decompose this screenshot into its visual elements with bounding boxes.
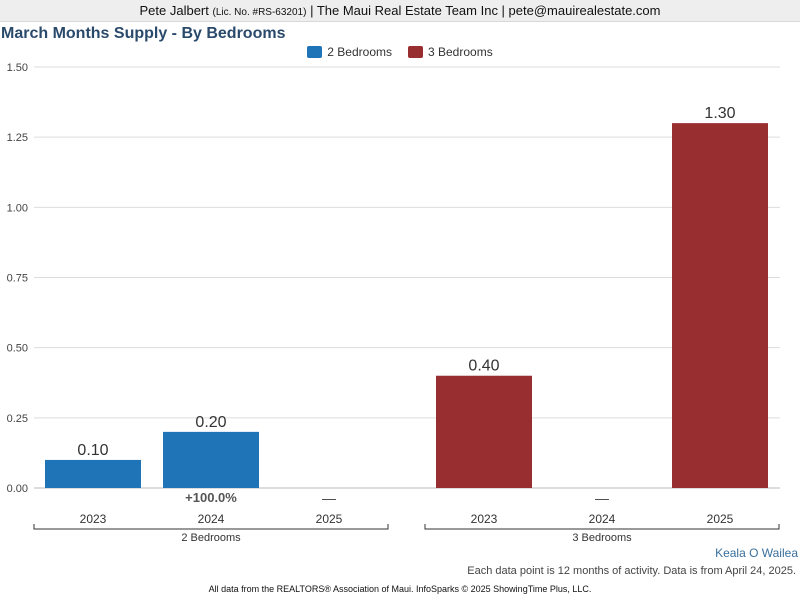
area-name: Keala O Wailea (715, 546, 798, 560)
agent-header: Pete Jalbert (Lic. No. #RS-63201) | The … (0, 0, 800, 22)
chart-legend: 2 Bedrooms 3 Bedrooms (0, 45, 800, 59)
x-tick-label: 2023 (471, 512, 498, 526)
data-note: Each data point is 12 months of activity… (467, 565, 796, 577)
agent-name: Pete Jalbert (139, 3, 209, 18)
y-tick-label: 0.50 (7, 343, 28, 355)
legend-item-3-bedrooms[interactable]: 3 Bedrooms (408, 45, 493, 59)
group-label: 3 Bedrooms (572, 532, 632, 544)
data-label: 0.20 (195, 414, 226, 431)
bar (163, 431, 259, 488)
bar (45, 459, 141, 488)
y-tick-label: 0.00 (7, 483, 28, 495)
x-tick-label: 2024 (589, 512, 616, 526)
y-tick-label: 1.25 (7, 132, 28, 144)
legend-label-2-bedrooms: 2 Bedrooms (327, 45, 392, 59)
data-label: 0.10 (77, 442, 108, 459)
no-data-label: — (595, 490, 609, 506)
data-label: 0.40 (468, 358, 499, 375)
no-data-label: — (322, 490, 336, 506)
x-tick-label: 2023 (80, 512, 107, 526)
x-tick-label: 2025 (707, 512, 734, 526)
x-tick-label: 2025 (316, 512, 343, 526)
x-tick-label: 2024 (198, 512, 225, 526)
y-tick-label: 0.75 (7, 273, 28, 285)
agent-license: (Lic. No. #RS-63201) (212, 7, 307, 18)
legend-swatch-2-bedrooms (307, 46, 323, 58)
legend-label-3-bedrooms: 3 Bedrooms (428, 45, 493, 59)
y-tick-label: 1.00 (7, 202, 28, 214)
legend-item-2-bedrooms[interactable]: 2 Bedrooms (307, 45, 392, 59)
group-label: 2 Bedrooms (181, 532, 241, 544)
group-bracket (424, 524, 780, 530)
legend-swatch-3-bedrooms (408, 46, 423, 58)
change-label: +100.0% (185, 490, 237, 505)
agent-company-email: | The Maui Real Estate Team Inc | pete@m… (310, 3, 661, 18)
data-source-footer: All data from the REALTORS® Association … (208, 584, 592, 594)
bar (672, 123, 768, 488)
data-label: 1.30 (704, 105, 735, 122)
bar (436, 375, 532, 488)
y-tick-label: 0.25 (7, 413, 28, 425)
y-tick-label: 1.50 (7, 62, 28, 74)
chart-title: March Months Supply - By Bedrooms (1, 25, 286, 42)
group-bracket (33, 524, 389, 530)
